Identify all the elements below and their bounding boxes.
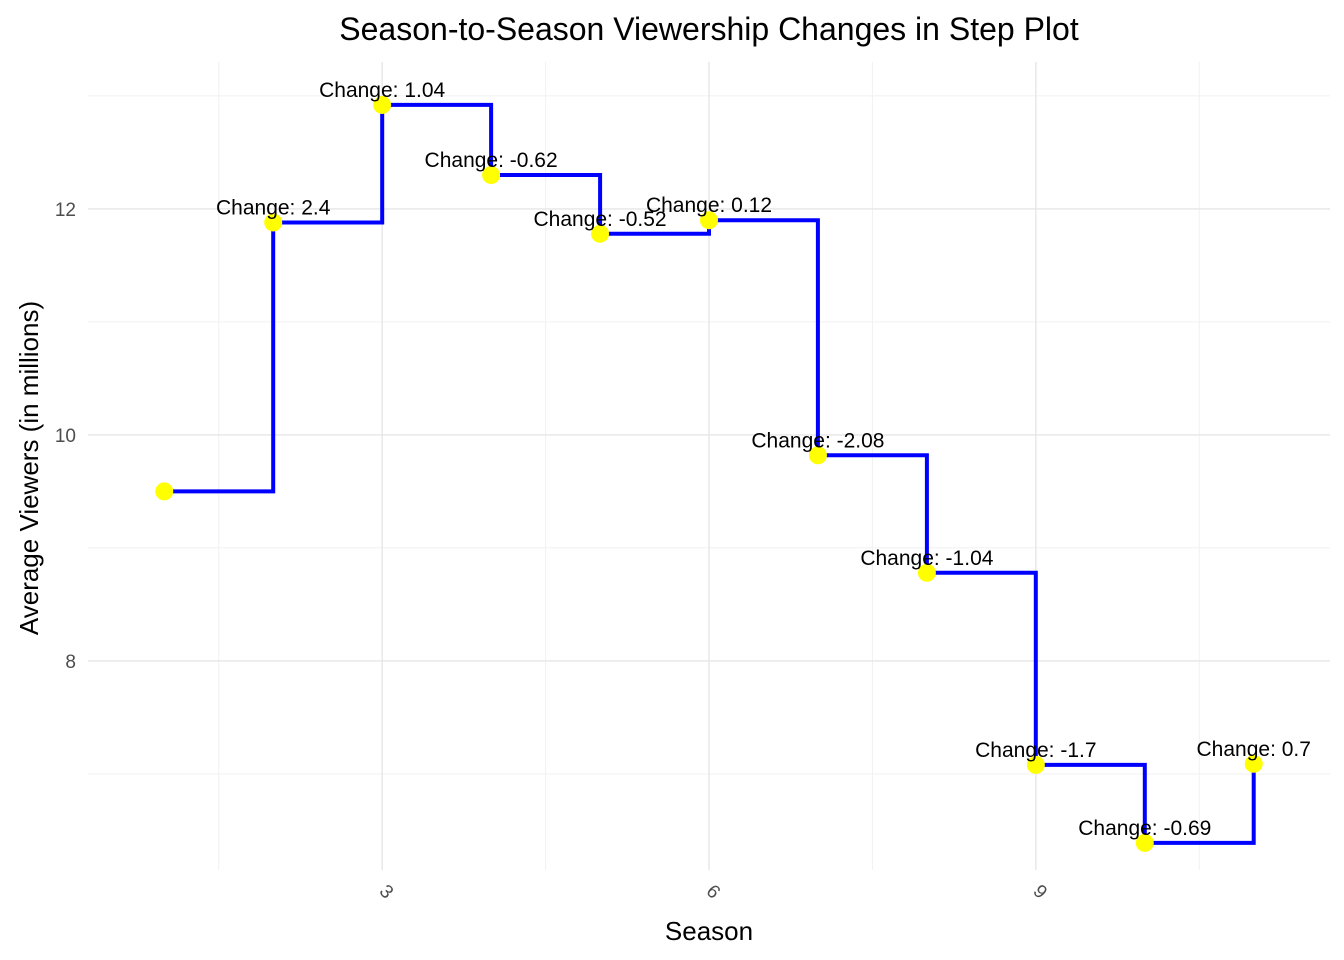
y-tick-label: 12 [55,200,76,221]
change-label: Change: -0.69 [1078,817,1211,840]
data-point [591,224,610,243]
y-axis-title: Average Viewers (in millions) [14,301,44,635]
x-axis-title: Season [665,916,753,946]
change-label: Change: -2.08 [751,429,884,452]
data-points [155,95,1263,852]
data-point [1244,754,1263,773]
change-label: Change: 2.4 [216,196,331,219]
data-point [373,95,392,114]
y-tick-label: 10 [55,426,76,447]
data-point [1135,833,1154,852]
change-label: Change: -0.62 [425,149,558,172]
data-point [917,563,936,582]
data-point [482,166,501,185]
change-label: Change: 0.7 [1197,738,1311,761]
data-point [808,446,827,465]
change-label: Change: -1.7 [975,739,1096,762]
y-axis-ticks: 8 10 12 [55,200,76,673]
data-point [264,213,283,232]
data-point [700,211,718,230]
x-tick-label: 3 [375,881,397,903]
x-tick-label: 9 [1029,881,1051,903]
y-tick-label: 8 [65,652,76,673]
data-labels: Change: 2.4 Change: 1.04 Change: -0.62 Chan… [216,79,1311,840]
change-label: Change: -1.04 [860,547,993,570]
change-label: Change: -0.52 [533,208,666,231]
change-label: Change: 0.12 [646,194,772,217]
data-point [1026,755,1045,774]
data-point [155,482,174,501]
change-label: Change: 1.04 [319,79,445,102]
chart-title: Season-to-Season Viewership Changes in S… [339,11,1079,47]
x-tick-label: 6 [702,881,724,903]
x-axis-ticks: 3 6 9 [375,881,1051,903]
